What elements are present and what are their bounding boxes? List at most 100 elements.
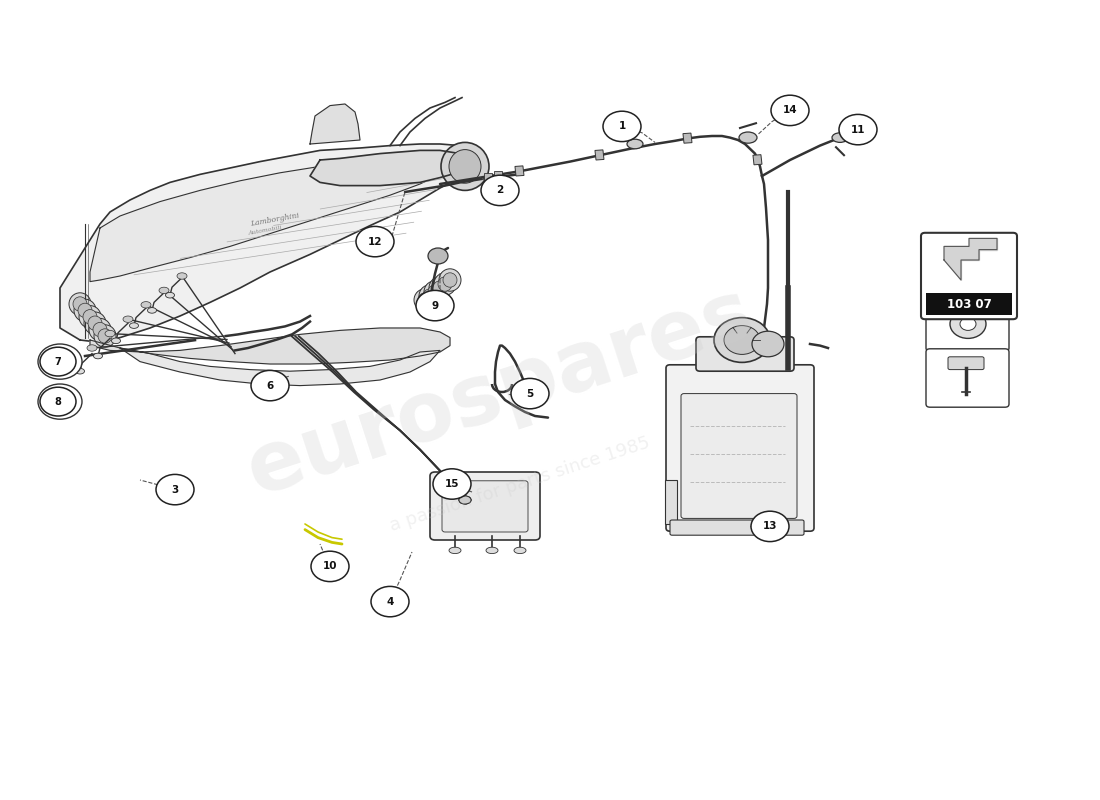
Text: 1: 1 [618, 122, 626, 131]
Text: 103 07: 103 07 [947, 298, 991, 310]
Ellipse shape [104, 330, 116, 337]
Ellipse shape [123, 316, 133, 322]
Circle shape [50, 394, 70, 410]
Circle shape [771, 95, 808, 126]
Ellipse shape [429, 277, 451, 299]
Ellipse shape [79, 306, 101, 328]
Text: 13: 13 [762, 522, 778, 531]
FancyBboxPatch shape [430, 472, 540, 540]
Polygon shape [310, 104, 360, 144]
Ellipse shape [459, 496, 471, 504]
Circle shape [50, 354, 70, 370]
Text: 12: 12 [367, 237, 383, 246]
Ellipse shape [94, 322, 107, 337]
Ellipse shape [424, 289, 437, 303]
Ellipse shape [165, 292, 175, 298]
Text: 10: 10 [322, 562, 338, 571]
Circle shape [751, 511, 789, 542]
Ellipse shape [414, 289, 436, 311]
Ellipse shape [82, 310, 97, 324]
Ellipse shape [98, 329, 112, 343]
Circle shape [433, 469, 471, 499]
FancyBboxPatch shape [666, 365, 814, 531]
Circle shape [156, 474, 194, 505]
Ellipse shape [424, 281, 446, 303]
Text: 6: 6 [266, 381, 274, 390]
FancyBboxPatch shape [921, 233, 1018, 319]
Circle shape [512, 378, 549, 409]
Circle shape [839, 114, 877, 145]
Circle shape [416, 290, 454, 321]
Ellipse shape [441, 142, 490, 190]
Text: 7: 7 [55, 357, 62, 366]
Ellipse shape [433, 281, 447, 295]
Text: 11: 11 [850, 125, 866, 134]
FancyBboxPatch shape [696, 337, 794, 371]
Circle shape [356, 226, 394, 257]
Text: 2: 2 [496, 186, 504, 195]
Ellipse shape [74, 299, 96, 322]
Text: 5: 5 [527, 389, 534, 398]
Ellipse shape [141, 302, 151, 308]
Ellipse shape [428, 285, 442, 299]
Ellipse shape [76, 368, 85, 374]
Ellipse shape [449, 150, 481, 183]
Ellipse shape [832, 133, 848, 142]
Circle shape [960, 318, 976, 330]
Ellipse shape [88, 316, 102, 330]
Circle shape [40, 387, 76, 416]
Ellipse shape [439, 269, 461, 291]
Circle shape [752, 331, 784, 357]
Circle shape [39, 344, 82, 379]
Bar [666, 480, 676, 524]
Bar [926, 293, 1012, 315]
Text: 4: 4 [386, 597, 394, 606]
Ellipse shape [514, 547, 526, 554]
Ellipse shape [459, 496, 471, 504]
Bar [683, 133, 692, 143]
Circle shape [428, 248, 448, 264]
Ellipse shape [73, 297, 87, 311]
FancyBboxPatch shape [948, 357, 984, 370]
Bar [484, 173, 492, 182]
Bar [515, 166, 524, 176]
Polygon shape [310, 150, 470, 186]
Ellipse shape [434, 273, 456, 295]
Bar [595, 150, 604, 160]
Ellipse shape [443, 273, 456, 287]
FancyBboxPatch shape [926, 349, 1009, 407]
Bar [754, 154, 762, 165]
Circle shape [371, 586, 409, 617]
Ellipse shape [418, 293, 432, 307]
Polygon shape [944, 238, 997, 280]
Circle shape [40, 347, 76, 376]
Circle shape [603, 111, 641, 142]
Circle shape [950, 310, 986, 338]
Polygon shape [60, 144, 480, 342]
Ellipse shape [69, 293, 91, 315]
Circle shape [714, 318, 770, 362]
Text: eurospares: eurospares [236, 272, 763, 512]
Ellipse shape [89, 318, 111, 341]
Text: 14: 14 [783, 106, 798, 115]
Ellipse shape [419, 285, 441, 307]
Circle shape [39, 384, 82, 419]
Text: Automobili: Automobili [248, 225, 283, 236]
Ellipse shape [130, 322, 139, 328]
Text: 3: 3 [172, 485, 178, 494]
FancyBboxPatch shape [442, 481, 528, 532]
Polygon shape [120, 348, 440, 386]
Circle shape [251, 370, 289, 401]
Ellipse shape [160, 287, 169, 294]
Ellipse shape [459, 496, 471, 504]
Circle shape [311, 551, 349, 582]
Ellipse shape [87, 345, 97, 351]
Polygon shape [90, 157, 460, 282]
Text: 9: 9 [431, 301, 439, 310]
Text: 8: 8 [55, 397, 62, 406]
Bar [494, 171, 502, 181]
Text: Lamborghini: Lamborghini [250, 212, 300, 228]
Polygon shape [90, 328, 450, 364]
FancyBboxPatch shape [681, 394, 798, 518]
Ellipse shape [84, 312, 106, 334]
